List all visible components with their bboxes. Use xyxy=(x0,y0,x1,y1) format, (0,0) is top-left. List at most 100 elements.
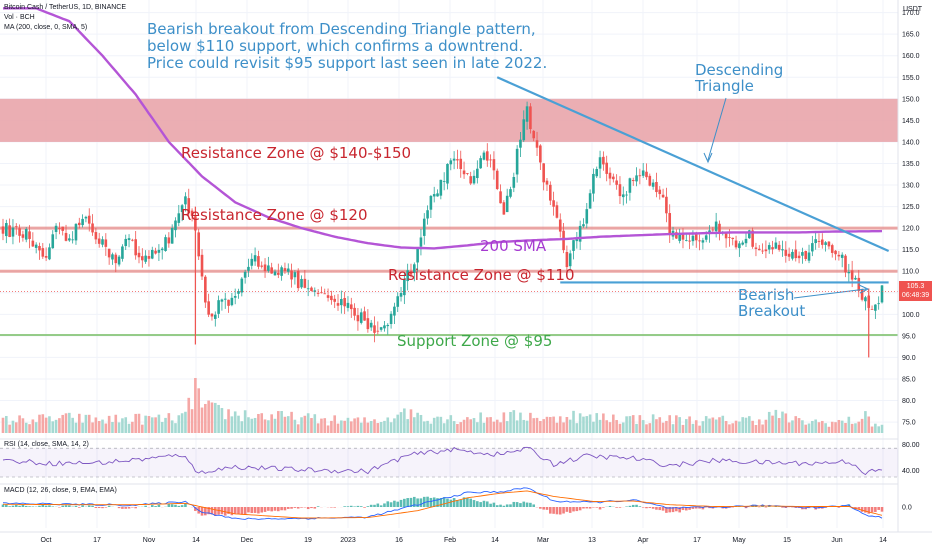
volume-bar xyxy=(38,415,41,433)
macd-hist-bar xyxy=(154,506,157,507)
candle xyxy=(221,300,224,302)
volume-bar xyxy=(277,411,280,433)
volume-bar xyxy=(765,420,768,433)
y-tick-label: 165.0 xyxy=(902,32,920,39)
volume-bar xyxy=(605,420,608,433)
macd-hist-bar xyxy=(81,505,84,507)
macd-hist-bar xyxy=(274,507,277,511)
volume-bar xyxy=(88,415,91,433)
volume-indicator-label[interactable]: Vol · BCH xyxy=(4,14,35,21)
last-price-badge[interactable]: 105.3 06:48:39 xyxy=(899,281,932,301)
descending-triangle-label: Descending Triangle xyxy=(695,62,783,94)
candle xyxy=(65,233,68,241)
ma-indicator-label[interactable]: MA (200, close, 0, SMA, 5) xyxy=(4,24,87,31)
volume-bar xyxy=(542,419,545,433)
y-tick-label: 115.0 xyxy=(902,247,919,254)
volume-bar xyxy=(360,423,363,433)
candle xyxy=(775,243,778,249)
candle xyxy=(396,296,399,307)
resistance-line-120 xyxy=(0,227,898,230)
volume-bar xyxy=(463,420,466,433)
x-tick-label: 17 xyxy=(693,537,701,544)
candle xyxy=(463,171,466,175)
volume-bar xyxy=(124,417,127,433)
macd-hist-bar xyxy=(649,507,652,508)
macd-hist-bar xyxy=(625,506,628,507)
candle xyxy=(78,223,81,225)
macd-hist-bar xyxy=(12,506,15,507)
macd-indicator-label[interactable]: MACD (12, 26, close, 9, EMA, EMA) xyxy=(4,487,117,494)
macd-hist-bar xyxy=(61,506,64,507)
macd-hist-bar xyxy=(532,504,535,507)
macd-hist-bar xyxy=(443,497,446,507)
candle xyxy=(48,247,51,259)
volume-bar xyxy=(443,423,446,433)
rsi-indicator-label[interactable]: RSI (14, close, SMA, 14, 2) xyxy=(4,441,89,448)
last-price-value: 105.3 xyxy=(899,282,932,291)
volume-bar xyxy=(761,425,764,433)
macd-hist-bar xyxy=(393,501,396,507)
volume-bar xyxy=(214,403,217,433)
volume-bar xyxy=(785,413,788,433)
macd-hist-bar xyxy=(695,507,698,509)
macd-hist-bar xyxy=(874,507,877,512)
volume-bar xyxy=(672,424,675,433)
volume-bar xyxy=(363,417,366,433)
candle xyxy=(121,246,124,258)
candle xyxy=(702,240,705,242)
candle xyxy=(393,307,396,316)
volume-bar xyxy=(569,420,572,433)
candle xyxy=(658,190,661,194)
y-tick-label: 90.0 xyxy=(902,355,916,362)
candle xyxy=(197,232,200,256)
macd-tick-label: 0.0 xyxy=(902,505,912,512)
candle xyxy=(589,193,592,208)
candle xyxy=(300,279,303,287)
macd-hist-bar xyxy=(483,501,486,507)
macd-hist-bar xyxy=(635,505,638,507)
x-tick-label: 15 xyxy=(783,537,791,544)
macd-hist-bar xyxy=(546,507,549,510)
volume-bar xyxy=(204,404,207,433)
volume-bar xyxy=(18,415,21,433)
candle xyxy=(207,301,210,314)
volume-bar xyxy=(516,420,519,433)
candle xyxy=(254,255,257,261)
candle xyxy=(838,255,841,257)
candle xyxy=(791,252,794,259)
y-tick-label: 155.0 xyxy=(902,75,920,82)
volume-bar xyxy=(503,412,506,433)
candle xyxy=(731,238,734,239)
volume-bar xyxy=(824,423,827,433)
candle xyxy=(386,325,389,326)
macd-hist-bar xyxy=(579,507,582,510)
volume-bar xyxy=(178,415,181,433)
volume-bar xyxy=(65,413,68,433)
volume-bar xyxy=(440,417,443,433)
candle xyxy=(566,252,569,267)
volume-bar xyxy=(327,425,330,433)
sma-200-label: 200 SMA xyxy=(480,237,546,255)
volume-bar xyxy=(436,417,439,433)
volume-bar xyxy=(556,423,559,433)
macd-hist-bar xyxy=(572,507,575,511)
volume-bar xyxy=(134,414,137,433)
candle xyxy=(85,217,88,219)
candle xyxy=(15,226,18,227)
volume-bar xyxy=(712,417,715,433)
headline-annotation: Bearish breakout from Descending Triangl… xyxy=(147,21,547,72)
volume-bar xyxy=(546,417,549,433)
volume-bar xyxy=(702,421,705,433)
volume-bar xyxy=(649,423,652,433)
candle xyxy=(433,194,436,196)
candle xyxy=(516,149,519,175)
candle xyxy=(304,279,307,288)
volume-bar xyxy=(582,417,585,433)
symbol-title[interactable]: Bitcoin Cash / TetherUS, 1D, BINANCE xyxy=(4,4,126,11)
candle xyxy=(788,254,791,257)
macd-hist-bar xyxy=(134,507,137,508)
candle xyxy=(171,228,174,244)
volume-bar xyxy=(413,417,416,433)
candle xyxy=(35,245,38,248)
candle xyxy=(154,251,157,254)
